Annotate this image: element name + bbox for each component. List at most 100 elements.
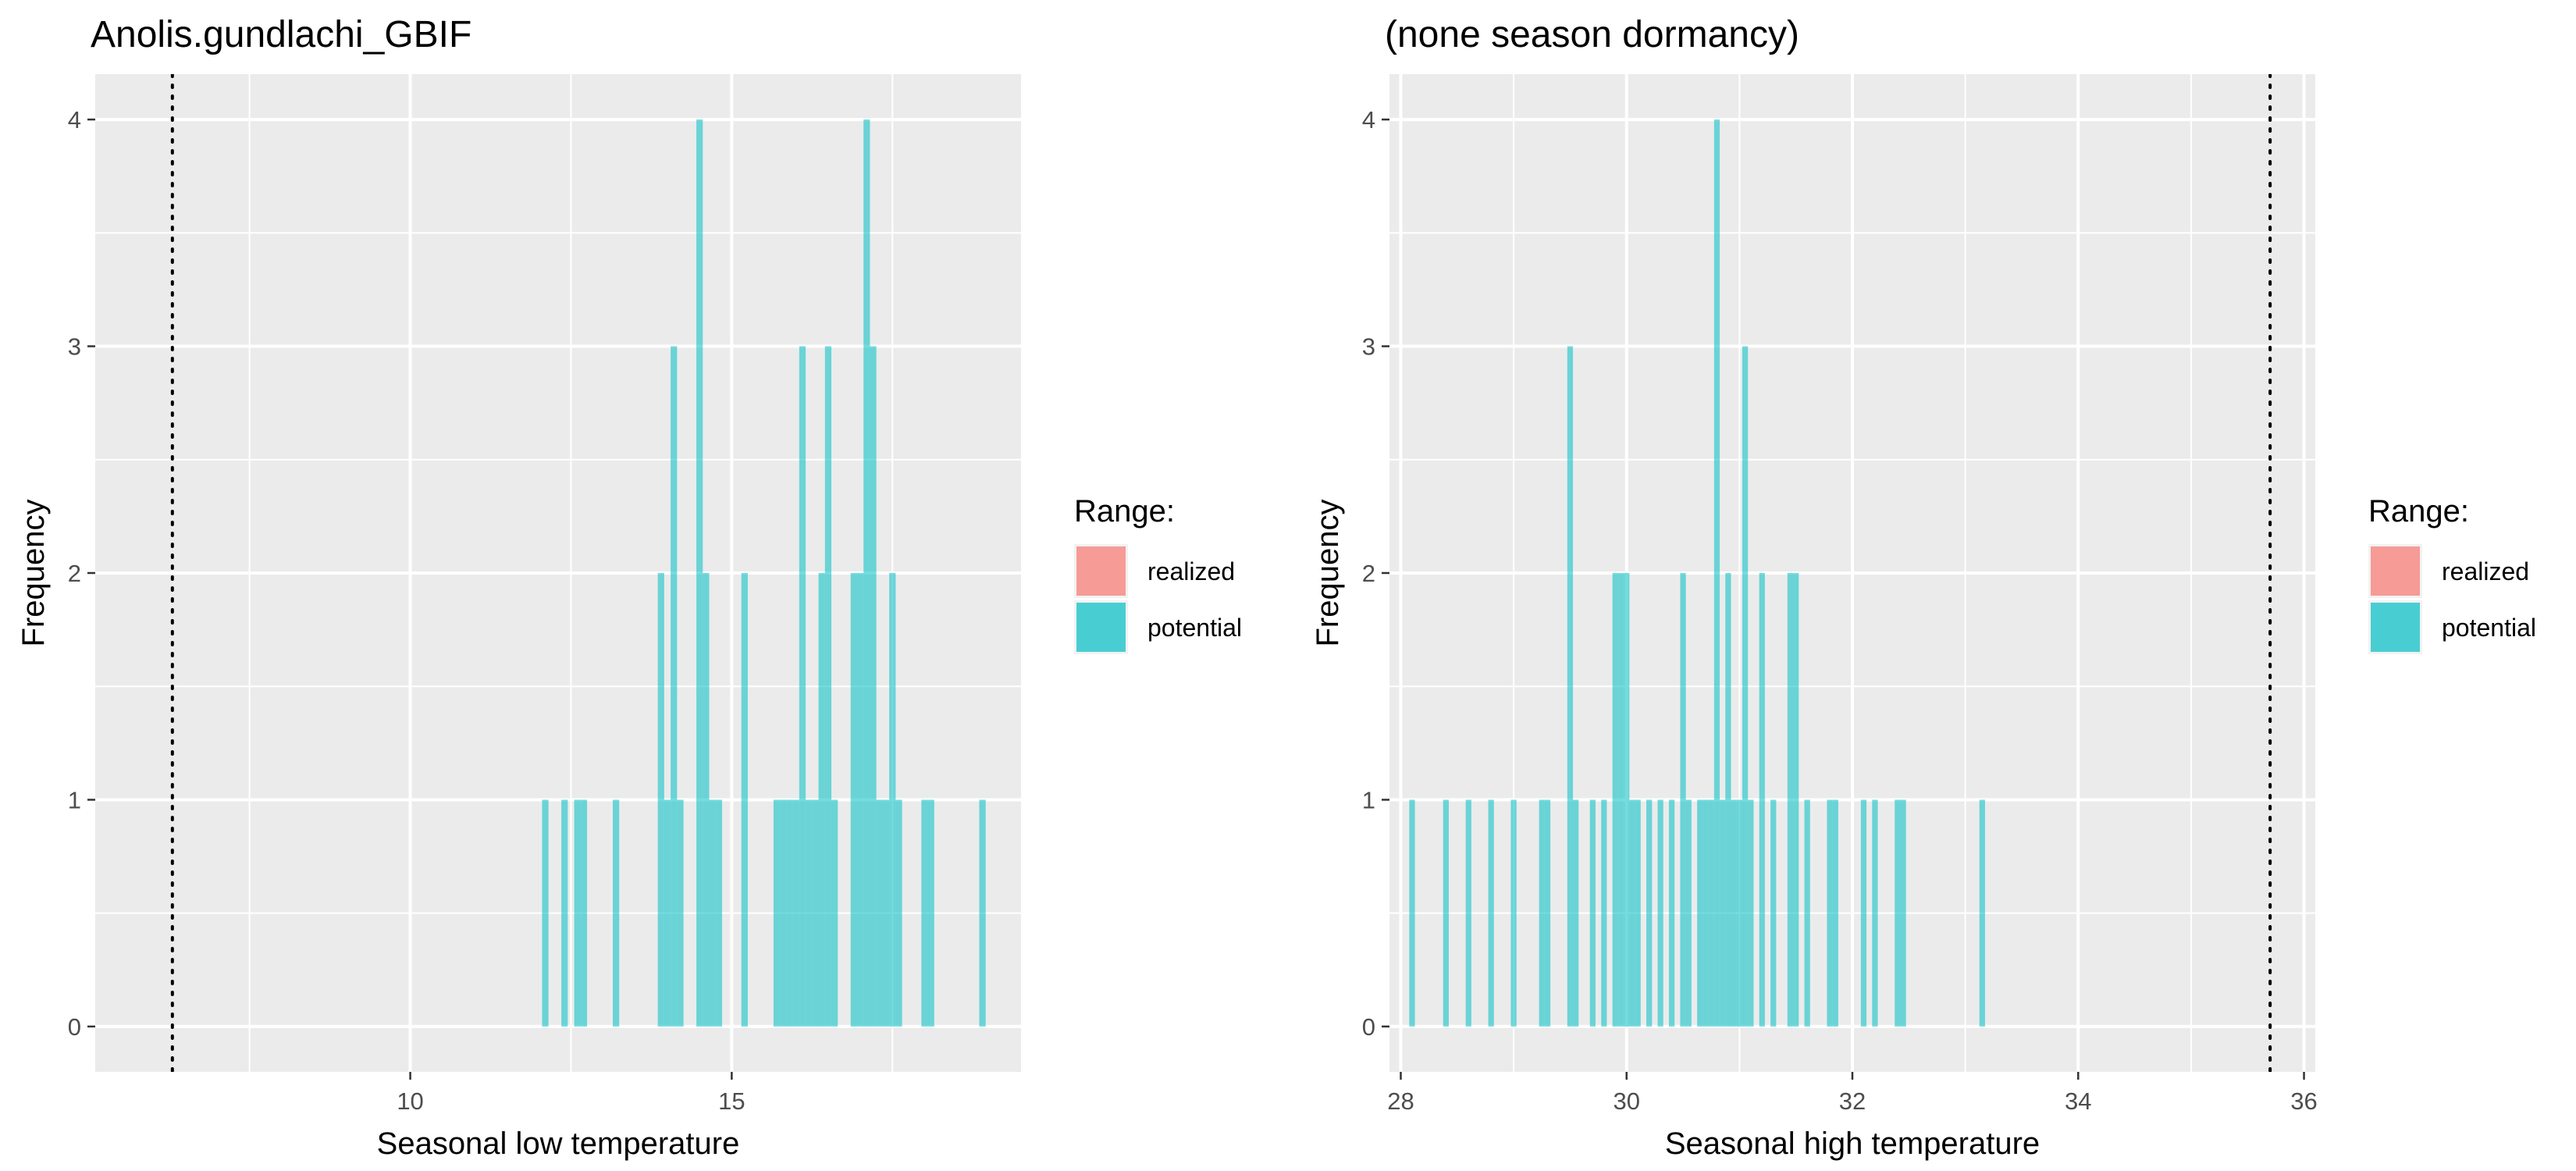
histogram-bar bbox=[1629, 799, 1635, 1027]
legend-key-potential bbox=[2371, 603, 2420, 652]
histogram-bar bbox=[613, 799, 620, 1027]
series-potential bbox=[1409, 119, 1985, 1027]
histogram-bar bbox=[1646, 799, 1653, 1027]
histogram-bar bbox=[882, 799, 890, 1027]
histogram-bar bbox=[1703, 799, 1709, 1027]
histogram-bar bbox=[1900, 799, 1906, 1027]
histogram-bar bbox=[703, 573, 710, 1027]
x-tick-label: 36 bbox=[2290, 1087, 2317, 1115]
x-tick-label: 28 bbox=[1387, 1087, 1414, 1115]
histogram-bar bbox=[1697, 799, 1703, 1027]
legend-label-potential: potential bbox=[1147, 614, 1242, 642]
histogram-bar bbox=[1539, 799, 1545, 1027]
histogram-bar bbox=[1510, 799, 1517, 1027]
histogram-bar bbox=[1793, 573, 1799, 1027]
chart-panel-1: 0 1 2 3 4 10 15 Seasonal low temperature Frequen… bbox=[16, 14, 1242, 1161]
histogram-bar bbox=[1787, 573, 1794, 1027]
x-axis-title: Seasonal low temperature bbox=[377, 1127, 740, 1161]
histogram-bar bbox=[1635, 799, 1641, 1027]
histogram-bar bbox=[671, 346, 678, 1027]
histogram-bar bbox=[876, 799, 883, 1027]
histogram-bar bbox=[1736, 799, 1742, 1027]
histogram-bar bbox=[1725, 573, 1731, 1027]
histogram-bar bbox=[1409, 799, 1415, 1027]
histogram-bar bbox=[709, 799, 716, 1027]
x-tick-label: 32 bbox=[1839, 1087, 1866, 1115]
x-axis-title: Seasonal high temperature bbox=[1665, 1127, 2040, 1161]
y-tick-label: 2 bbox=[68, 560, 81, 587]
histogram-bar bbox=[1979, 799, 1985, 1027]
histogram-bar bbox=[1488, 799, 1494, 1027]
histogram-bar bbox=[786, 799, 793, 1027]
series-potential bbox=[542, 119, 986, 1027]
histogram-bar bbox=[863, 119, 870, 1027]
histogram-bar bbox=[1720, 799, 1726, 1027]
histogram-bar bbox=[664, 799, 671, 1027]
y-tick-label: 0 bbox=[68, 1013, 81, 1041]
legend: Range: realized potential bbox=[1074, 494, 1242, 654]
histogram-bar bbox=[1668, 799, 1675, 1027]
histogram-bar bbox=[1770, 799, 1777, 1027]
histogram-bar bbox=[1804, 799, 1810, 1027]
histogram-bar bbox=[1860, 799, 1867, 1027]
histogram-bar bbox=[1573, 799, 1579, 1027]
legend-key-realized bbox=[1076, 546, 1126, 596]
histogram-bar bbox=[1617, 573, 1624, 1027]
histogram-bar bbox=[1713, 119, 1720, 1027]
histogram-bar bbox=[818, 573, 825, 1027]
histogram-bar bbox=[1742, 346, 1749, 1027]
histogram-bar bbox=[1759, 573, 1765, 1027]
histogram-bar bbox=[574, 799, 581, 1027]
histogram-bar bbox=[806, 799, 813, 1027]
histogram-bar bbox=[927, 799, 934, 1027]
histogram-bar bbox=[979, 799, 986, 1027]
histogram-bar bbox=[1589, 799, 1596, 1027]
histogram-bar bbox=[1895, 799, 1901, 1027]
legend-label-realized: realized bbox=[2442, 557, 2529, 586]
histogram-bar bbox=[1872, 799, 1878, 1027]
histogram-bar bbox=[1612, 573, 1618, 1027]
chart-title: Anolis.gundlachi_GBIF bbox=[91, 14, 471, 55]
legend-label-potential: potential bbox=[2442, 614, 2536, 642]
histogram-bar bbox=[1708, 799, 1714, 1027]
x-tick-label: 30 bbox=[1613, 1087, 1639, 1115]
y-tick-label: 4 bbox=[68, 106, 81, 133]
y-tick-label: 4 bbox=[1362, 106, 1375, 133]
histogram-bar bbox=[1748, 799, 1754, 1027]
histogram-bar bbox=[1544, 799, 1551, 1027]
x-tick-label: 10 bbox=[397, 1087, 423, 1115]
histogram-bar bbox=[1567, 346, 1574, 1027]
y-tick-label: 3 bbox=[68, 333, 81, 361]
x-tick-label: 15 bbox=[718, 1087, 745, 1115]
histogram-bar bbox=[580, 799, 588, 1027]
legend: Range: realized potential bbox=[2368, 494, 2536, 654]
histogram-bar bbox=[780, 799, 787, 1027]
histogram-bar bbox=[1832, 799, 1838, 1027]
histogram-bar bbox=[1443, 799, 1449, 1027]
legend-key-potential bbox=[1076, 603, 1126, 652]
chart-title: (none season dormancy) bbox=[1385, 14, 1799, 55]
y-tick-label: 1 bbox=[68, 786, 81, 813]
histogram-bar bbox=[831, 799, 838, 1027]
plot-area bbox=[95, 74, 1021, 1072]
histogram-bar bbox=[715, 799, 723, 1027]
legend-title: Range: bbox=[2368, 494, 2469, 529]
y-tick-label: 3 bbox=[1362, 333, 1375, 361]
histogram-bar bbox=[1601, 799, 1607, 1027]
plot-area bbox=[1389, 74, 2315, 1072]
histogram-bar bbox=[696, 119, 703, 1027]
histogram-bar bbox=[792, 799, 799, 1027]
histogram-bar bbox=[856, 573, 864, 1027]
histogram-bar bbox=[542, 799, 549, 1027]
histogram-bar bbox=[1731, 799, 1737, 1027]
legend-title: Range: bbox=[1074, 494, 1175, 529]
legend-key-realized bbox=[2371, 546, 2420, 596]
histogram-bar bbox=[657, 573, 664, 1027]
histogram-bar bbox=[741, 573, 748, 1027]
y-axis-title: Frequency bbox=[1311, 500, 1345, 647]
histogram-bar bbox=[799, 346, 806, 1027]
legend-label-realized: realized bbox=[1147, 557, 1235, 586]
histogram-bar bbox=[1827, 799, 1833, 1027]
histogram-bar bbox=[1685, 799, 1692, 1027]
